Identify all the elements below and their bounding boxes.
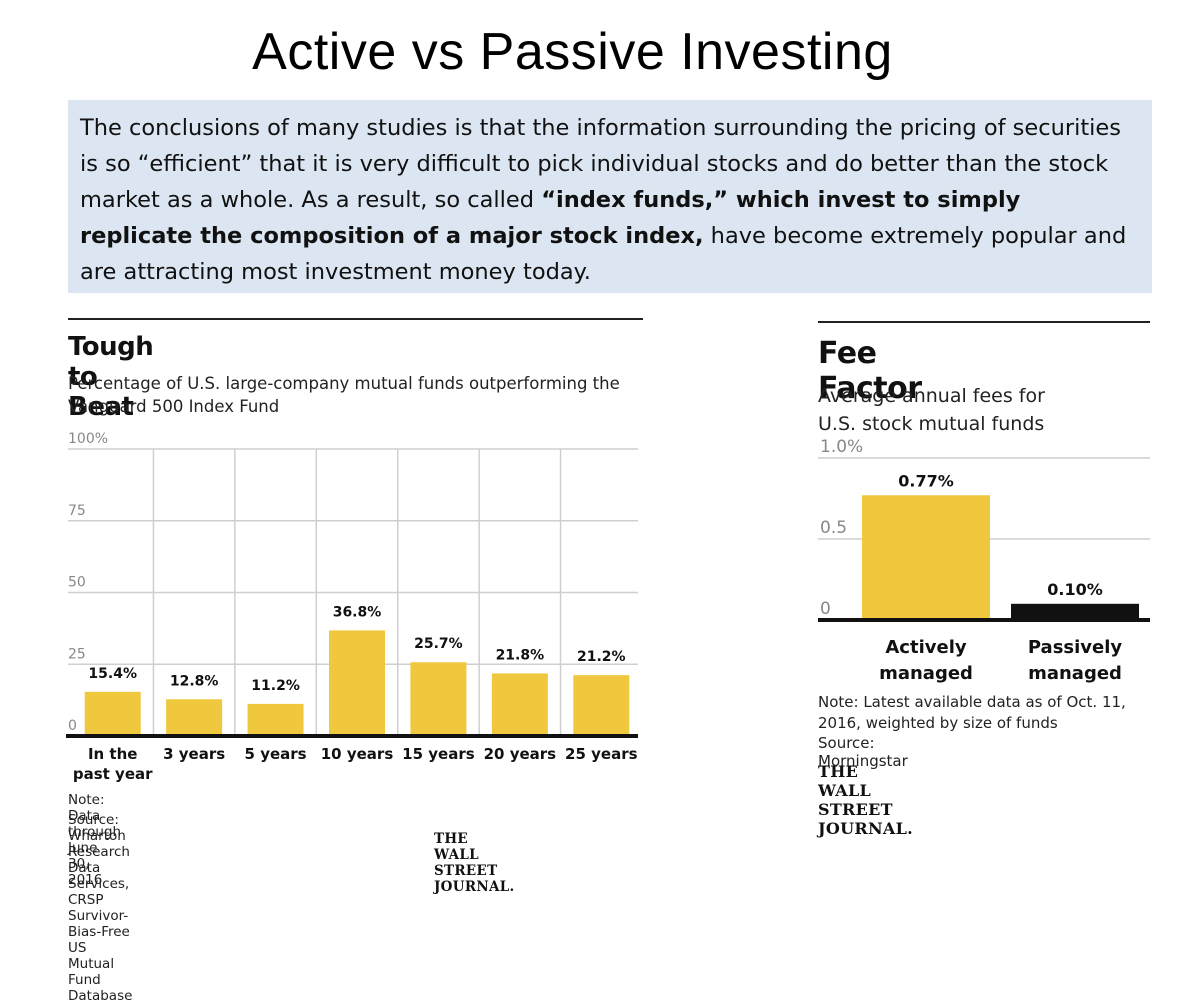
bar — [1011, 603, 1139, 620]
chart-source: Source: Wharton Research Data Services, … — [68, 812, 133, 1004]
chart-source: Source: Morningstar — [818, 734, 908, 770]
x-tick-label: In the — [88, 745, 138, 763]
chart-title: Fee Factor — [818, 336, 922, 406]
bar — [862, 495, 990, 620]
intro-text-box: The conclusions of many studies is that … — [68, 100, 1152, 293]
y-tick-label: 1.0% — [820, 437, 863, 457]
chart-note: Note: Latest available data as of Oct. 1… — [818, 693, 1126, 732]
bar — [84, 691, 141, 736]
x-tick-label: Passively — [1028, 637, 1123, 658]
y-tick-label: 75 — [68, 503, 86, 519]
x-tick-label: 20 years — [484, 745, 557, 763]
fee-factor-chart: 0 0.5 1.0% 0.77% Actively managed 0.10% Passive… — [818, 437, 1150, 684]
wsj-credit: THE WALL STREET JOURNAL. — [434, 831, 515, 895]
bar-value-label: 11.2% — [251, 678, 300, 694]
intro-bold-text: “index funds,” which invest to simply re… — [80, 187, 1021, 249]
intro-text: The conclusions of many studies is that … — [80, 115, 1121, 213]
bar-value-label: 12.8% — [170, 673, 219, 689]
slide-title: Active vs Passive Investing — [252, 23, 893, 81]
bar — [573, 675, 630, 736]
chart-title: Tough to Beat — [68, 332, 154, 422]
y-tick-label: 0 — [68, 718, 77, 734]
top-rule — [68, 318, 643, 320]
chart-note: Note: Data through June 30, 2016 — [68, 792, 122, 888]
bar-value-label: 25.7% — [414, 636, 463, 652]
top-rule — [818, 321, 1150, 323]
x-tick-label: managed — [1028, 663, 1122, 684]
bar-value-label: 21.8% — [496, 647, 545, 663]
x-tick-label: 10 years — [321, 745, 394, 763]
bar — [329, 630, 385, 736]
y-tick-label: 0.5 — [820, 518, 847, 538]
chart-subtitle: Average annual fees for U.S. stock mutua… — [818, 385, 1045, 435]
x-tick-label: 25 years — [565, 745, 638, 763]
bar-value-label: 36.8% — [333, 604, 382, 620]
bar — [410, 662, 467, 736]
y-tick-label: 50 — [68, 575, 86, 591]
bar — [247, 703, 304, 736]
bar — [491, 673, 548, 736]
x-tick-label: 3 years — [163, 745, 225, 763]
y-tick-label: 25 — [68, 646, 86, 662]
x-tick-label: managed — [879, 663, 973, 684]
y-tick-label: 100% — [68, 431, 108, 447]
bar-value-label: 0.77% — [898, 471, 954, 490]
x-tick-label: Actively — [885, 637, 966, 658]
bar-value-label: 21.2% — [577, 649, 626, 665]
bar — [166, 699, 223, 736]
bar-value-label: 15.4% — [88, 666, 137, 682]
intro-text-end: have become extremely popular and are at… — [80, 223, 1127, 285]
tough-to-beat-chart: 0 25 50 75 100% 15.4% In the past year 12.8% 3 ye… — [66, 431, 638, 783]
x-tick-label: 15 years — [402, 745, 475, 763]
y-tick-label: 0 — [820, 599, 831, 619]
x-tick-label: past year — [73, 765, 153, 783]
wsj-credit: THE WALL STREET JOURNAL. — [818, 762, 914, 838]
chart-subtitle: Percentage of U.S. large-company mutual … — [68, 374, 620, 416]
x-tick-label: 5 years — [245, 745, 307, 763]
bar-value-label: 0.10% — [1047, 580, 1103, 599]
